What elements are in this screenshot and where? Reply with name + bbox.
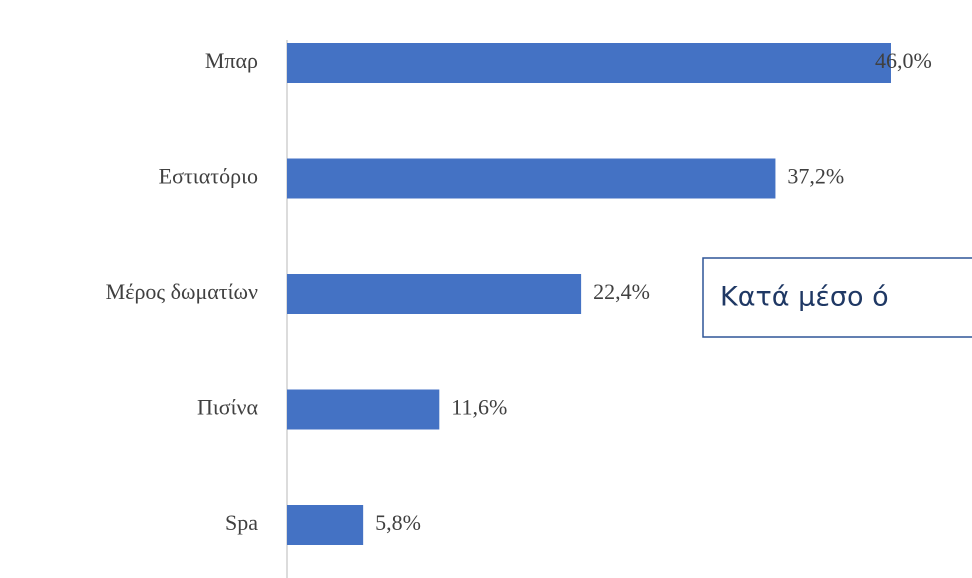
bar [287,505,364,545]
annotation-box [702,257,972,338]
bar [287,274,582,314]
value-label: 22,4% [593,279,650,304]
annotation: Κατά μέσο ό [720,282,889,313]
bar [287,158,776,199]
bar [287,43,891,83]
category-label: Μέρος δωματίων [106,279,258,304]
category-label: Spa [225,510,258,535]
category-label: Πισίνα [197,395,259,420]
bar [287,389,440,430]
value-label: 11,6% [451,395,507,420]
value-label: 37,2% [787,164,844,189]
value-label: 5,8% [375,510,421,535]
value-label: 46,0% [875,48,932,73]
category-label: Μπαρ [205,48,258,73]
category-label: Εστιατόριο [159,164,258,189]
